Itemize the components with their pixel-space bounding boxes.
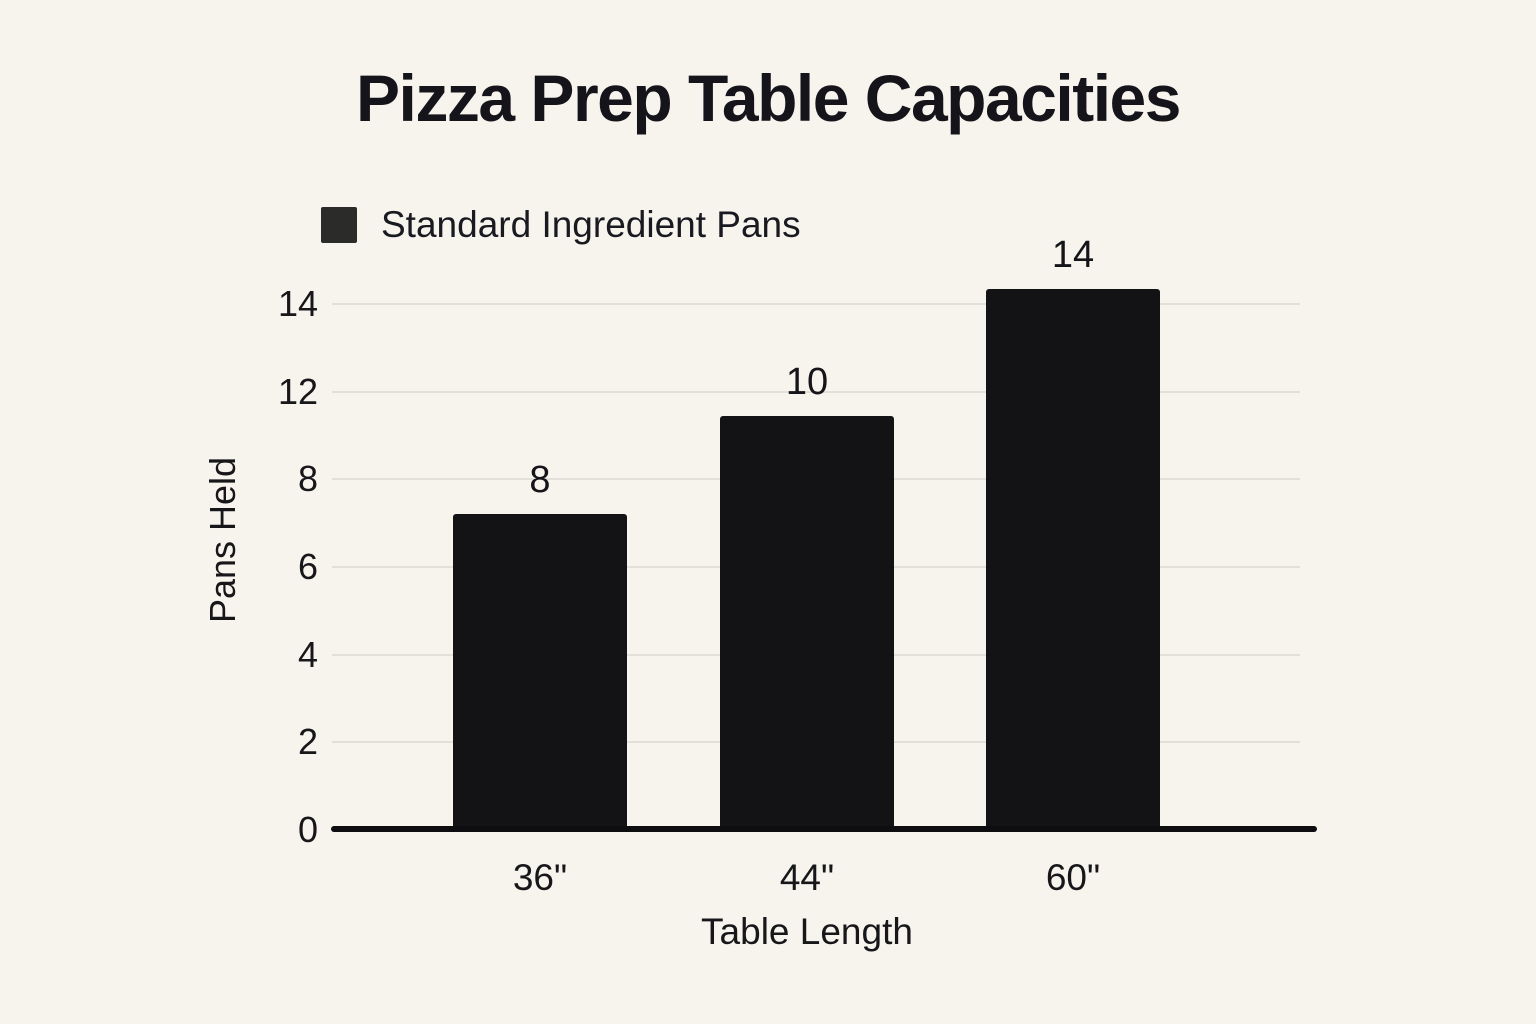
y-tick-label-4: 4 — [297, 633, 318, 675]
x-axis-title: Table Length — [701, 911, 913, 952]
y-tick-label-0: 0 — [297, 809, 318, 850]
plot-area: 8 10 14 — [332, 234, 1300, 830]
x-axis-line — [331, 826, 1317, 832]
y-tick-label-12: 12 — [277, 370, 318, 412]
y-tick-label-14: 14 — [277, 283, 318, 324]
bar-value-label-1: 10 — [785, 360, 829, 403]
y-tick-label-6: 6 — [297, 546, 318, 587]
x-tick-label-0: 36" — [512, 857, 568, 898]
x-tick-label-1: 44" — [779, 857, 835, 898]
y-tick-label-8: 8 — [297, 458, 318, 500]
legend-swatch — [321, 207, 357, 243]
gridline-12 — [332, 390, 1300, 393]
legend-label: Standard Ingredient Pans — [381, 204, 801, 245]
bar-2 — [986, 288, 1160, 830]
bar-value-label-0: 8 — [529, 459, 551, 502]
bar-1 — [720, 415, 894, 830]
legend: Standard Ingredient Pans — [321, 205, 801, 245]
x-tick-label-2: 60" — [1045, 857, 1101, 898]
chart-title: Pizza Prep Table Capacities — [356, 61, 1181, 135]
bar-0 — [453, 514, 627, 830]
gridline-14 — [332, 303, 1300, 305]
bar-value-label-2: 14 — [1051, 233, 1095, 276]
y-tick-label-2: 2 — [297, 721, 318, 763]
